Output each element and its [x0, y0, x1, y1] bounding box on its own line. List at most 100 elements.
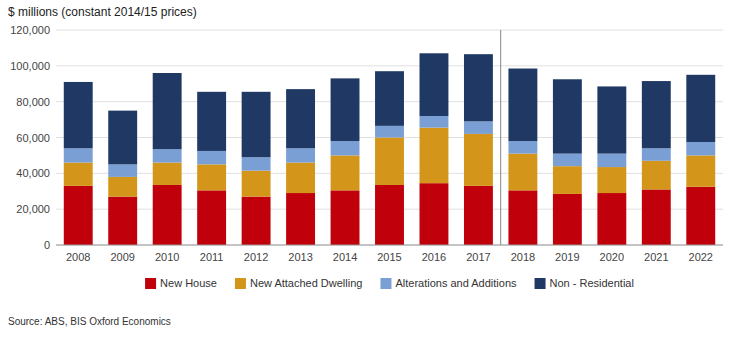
bar-segment: [242, 92, 271, 157]
y-tick-label: 120,000: [10, 24, 50, 36]
x-tick-label: 2012: [244, 251, 268, 263]
bar-segment: [553, 166, 582, 194]
x-tick-label: 2014: [333, 251, 357, 263]
bar-segment: [197, 92, 226, 151]
bar-segment: [553, 194, 582, 245]
x-tick-label: 2019: [555, 251, 579, 263]
x-tick-label: 2010: [155, 251, 179, 263]
bar-segment: [286, 193, 315, 245]
source: Source: ABS, BIS Oxford Economics: [8, 316, 171, 327]
bar-segment: [375, 71, 404, 126]
x-tick-label: 2016: [422, 251, 446, 263]
bar-segment: [64, 82, 93, 148]
bar-segment: [375, 138, 404, 185]
bar-segment: [642, 161, 671, 190]
chart: $ millions (constant 2014/15 prices) 0 20,…: [0, 0, 737, 337]
legend-swatch: [380, 278, 391, 289]
bar-segment: [420, 53, 449, 116]
bar-segment: [508, 154, 537, 191]
bar-segment: [153, 163, 182, 185]
y-tick-label: 40,000: [16, 167, 50, 179]
bar-segment: [642, 81, 671, 148]
legend-label: Alterations and Additions: [395, 277, 517, 289]
legend-swatch: [235, 278, 246, 289]
bar-segment: [464, 186, 493, 245]
bar-segment: [331, 155, 360, 190]
bar-segment: [64, 148, 93, 162]
legend-item: Non - Residential: [535, 277, 634, 289]
bar-segment: [464, 134, 493, 186]
y-tick-label: 60,000: [16, 132, 50, 144]
bar-segment: [597, 193, 626, 245]
bar-segment: [597, 86, 626, 153]
bar-segment: [553, 154, 582, 167]
bar-segment: [108, 197, 137, 245]
bar-segment: [286, 148, 315, 162]
x-tick-label: 2008: [66, 251, 90, 263]
bar-segment: [64, 186, 93, 245]
bar-segment: [331, 190, 360, 245]
bar-segment: [242, 171, 271, 197]
bar-segment: [331, 78, 360, 141]
bar-segment: [420, 183, 449, 245]
bar-segment: [642, 148, 671, 161]
bar-segment: [464, 54, 493, 121]
x-tick-label: 2021: [644, 251, 668, 263]
bar-segment: [286, 163, 315, 193]
divider: [500, 30, 501, 245]
bar-segment: [686, 187, 715, 245]
bar-segment: [108, 164, 137, 177]
bar-segment: [108, 177, 137, 197]
legend-label: Non - Residential: [550, 277, 634, 289]
bar-segment: [642, 189, 671, 245]
bar-segment: [420, 128, 449, 184]
x-tick-label: 2011: [200, 251, 224, 263]
bar-segment: [508, 190, 537, 245]
x-tick-label: 2015: [377, 251, 401, 263]
legend-swatch: [535, 278, 546, 289]
bar-segment: [553, 79, 582, 153]
x-tick-label: 2017: [466, 251, 490, 263]
legend-swatch: [145, 278, 156, 289]
bar-segment: [153, 185, 182, 245]
bar-segment: [375, 126, 404, 138]
bar-segment: [686, 155, 715, 186]
y-tick-label: 100,000: [10, 60, 50, 72]
grid-line: [56, 30, 723, 31]
series: [64, 53, 715, 164]
bar-segment: [686, 142, 715, 155]
x-tick-label: 2013: [288, 251, 312, 263]
bars: [64, 53, 715, 245]
bar-segment: [331, 141, 360, 155]
x-tick-label: 2018: [511, 251, 535, 263]
bar-segment: [597, 154, 626, 167]
bar-segment: [242, 157, 271, 170]
bar-segment: [420, 116, 449, 128]
bar-segment: [197, 164, 226, 190]
legend-label: New House: [160, 277, 217, 289]
legend: New House New Attached Dwelling Alteration…: [145, 277, 634, 289]
legend-item: Alterations and Additions: [380, 277, 517, 289]
x-tick-label: 2009: [110, 251, 134, 263]
y-tick-label: 20,000: [16, 203, 50, 215]
bar-segment: [242, 197, 271, 245]
legend-label: New Attached Dwelling: [250, 277, 363, 289]
y-tick-label: 0: [44, 239, 50, 251]
bar-segment: [197, 190, 226, 245]
bar-segment: [508, 69, 537, 142]
y-tick-label: 80,000: [16, 96, 50, 108]
bar-segment: [108, 111, 137, 165]
bar-segment: [597, 167, 626, 193]
bar-segment: [375, 185, 404, 245]
bar-segment: [508, 141, 537, 154]
x-axis-line: [56, 245, 723, 246]
grid-line: [56, 245, 723, 246]
bar-segment: [64, 163, 93, 186]
grid: [56, 30, 723, 245]
legend-item: New Attached Dwelling: [235, 277, 363, 289]
title: $ millions (constant 2014/15 prices): [8, 5, 197, 19]
bar-segment: [686, 75, 715, 142]
x-tick-label: 2020: [600, 251, 624, 263]
bar-segment: [464, 121, 493, 134]
bar-segment: [286, 89, 315, 148]
